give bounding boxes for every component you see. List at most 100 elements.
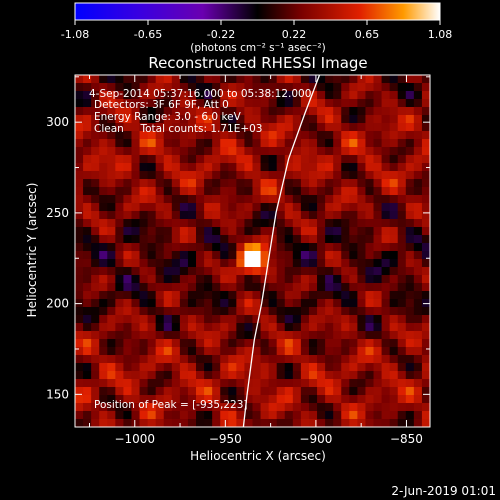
heatmap-cell	[381, 147, 391, 156]
heatmap-cell	[204, 219, 213, 228]
heatmap-cell	[196, 355, 205, 364]
heatmap-cell	[413, 171, 423, 180]
heatmap-cell	[333, 419, 342, 427]
heatmap-cell	[107, 227, 116, 236]
heatmap-cell	[389, 195, 399, 204]
heatmap-cell	[325, 219, 334, 228]
heatmap-cell	[236, 107, 245, 116]
heatmap-cell	[325, 243, 334, 252]
heatmap-cell	[204, 411, 213, 420]
heatmap-cell	[357, 179, 366, 188]
heatmap-cell	[155, 171, 165, 180]
heatmap-cell	[179, 419, 189, 427]
heatmap-cell	[220, 155, 229, 164]
heatmap-cell	[244, 243, 253, 252]
heatmap-cell	[413, 131, 423, 140]
heatmap-cell	[196, 419, 205, 427]
heatmap-cell	[220, 227, 229, 236]
heatmap-cell	[115, 267, 124, 276]
heatmap-cell	[83, 115, 92, 124]
heatmap-cell	[389, 315, 399, 324]
heatmap-cell	[365, 179, 374, 188]
heatmap-cell	[357, 347, 366, 356]
heatmap-cell	[381, 211, 391, 220]
heatmap-cell	[107, 323, 116, 332]
heatmap-cell	[155, 323, 165, 332]
heatmap-cell	[397, 83, 407, 92]
heatmap-cell	[123, 355, 132, 364]
heatmap-cell	[276, 203, 286, 212]
heatmap-cell	[373, 307, 382, 316]
heatmap-cell	[139, 259, 149, 268]
heatmap-cell	[397, 355, 407, 364]
heatmap-cell	[212, 355, 221, 364]
heatmap-cell	[107, 91, 116, 100]
heatmap-cell	[252, 195, 261, 204]
heatmap-cell	[179, 75, 189, 84]
heatmap-cell	[75, 243, 84, 252]
heatmap-cell	[397, 283, 407, 292]
heatmap-cell	[155, 259, 165, 268]
heatmap-cell	[220, 419, 229, 427]
heatmap-cell	[341, 219, 350, 228]
heatmap-cell	[75, 203, 84, 212]
heatmap-cell	[75, 131, 84, 140]
heatmap-cell	[284, 339, 294, 348]
heatmap-cell	[91, 195, 100, 204]
heatmap-cell	[405, 219, 415, 228]
colorbar-units-label: (photons cm⁻² s⁻¹ asec⁻²)	[190, 42, 325, 54]
heatmap-cell	[389, 83, 399, 92]
heatmap-cell	[123, 139, 132, 148]
heatmap-cell	[236, 211, 245, 220]
heatmap-cell	[171, 291, 181, 300]
heatmap-cell	[413, 155, 423, 164]
heatmap-cell	[187, 363, 197, 372]
heatmap-cell	[236, 275, 245, 284]
heatmap-cell	[220, 211, 229, 220]
heatmap-cell	[115, 211, 124, 220]
heatmap-cell	[333, 259, 342, 268]
heatmap-cell	[325, 363, 334, 372]
heatmap-cell	[284, 75, 294, 84]
heatmap-cell	[276, 163, 286, 172]
heatmap-cell	[91, 123, 100, 132]
heatmap-cell	[91, 411, 100, 420]
heatmap-cell	[155, 243, 165, 252]
heatmap-cell	[236, 139, 245, 148]
heatmap-cell	[212, 171, 221, 180]
heatmap-cell	[139, 307, 149, 316]
heatmap-cell	[147, 219, 157, 228]
heatmap-cell	[204, 155, 213, 164]
heatmap-cell	[317, 123, 326, 132]
heatmap-cell	[115, 299, 124, 308]
heatmap-cell	[244, 323, 253, 332]
heatmap-cell	[341, 259, 350, 268]
heatmap-cell	[268, 99, 278, 108]
heatmap-cell	[389, 115, 399, 124]
heatmap-cell	[83, 283, 92, 292]
heatmap-cell	[75, 227, 84, 236]
heatmap-cell	[107, 371, 116, 380]
heatmap-cell	[300, 155, 310, 164]
heatmap-cell	[171, 211, 181, 220]
heatmap-cell	[325, 267, 334, 276]
heatmap-cell	[139, 355, 149, 364]
heatmap-cell	[421, 307, 430, 316]
heatmap-cell	[349, 123, 358, 132]
heatmap-cell	[99, 259, 108, 268]
heatmap-cell	[115, 235, 124, 244]
heatmap-cell	[163, 139, 173, 148]
heatmap-cell	[317, 331, 326, 340]
heatmap-cell	[276, 299, 286, 308]
heatmap-cell	[115, 155, 124, 164]
heatmap-cell	[381, 203, 391, 212]
heatmap-cell	[260, 99, 270, 108]
heatmap-cell	[405, 235, 415, 244]
heatmap-cell	[268, 275, 278, 284]
heatmap-cell	[115, 75, 124, 84]
heatmap-cell	[204, 195, 213, 204]
heatmap-cell	[300, 235, 310, 244]
heatmap-cell	[196, 259, 205, 268]
heatmap-cell	[325, 371, 334, 380]
